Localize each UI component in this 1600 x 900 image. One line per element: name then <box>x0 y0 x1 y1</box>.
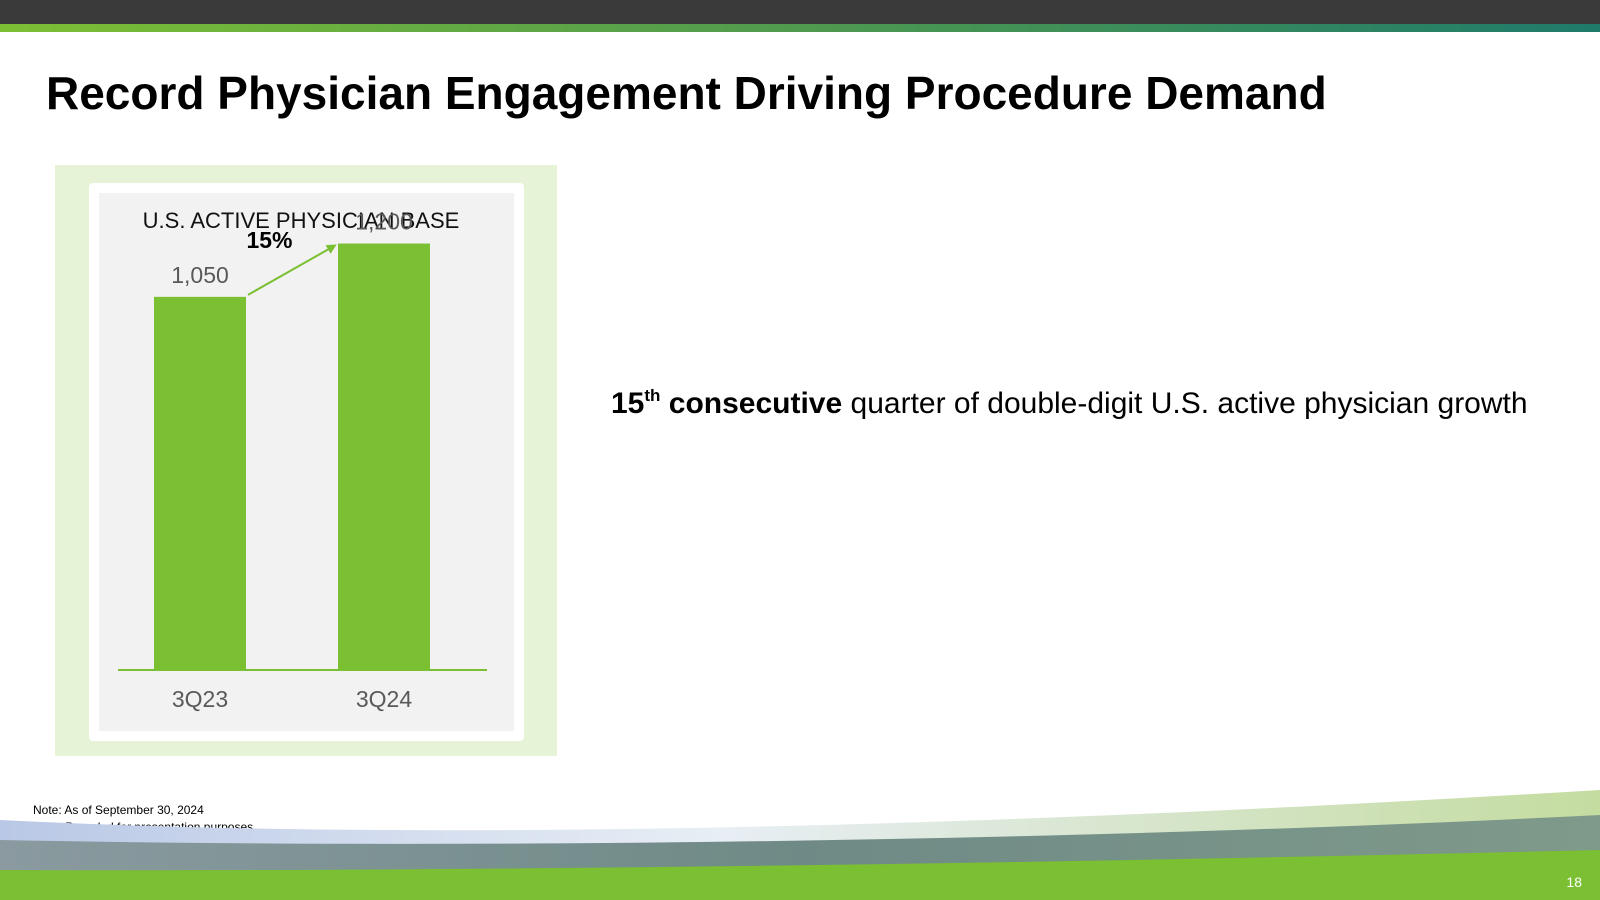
footer-wave-decoration <box>0 790 1600 900</box>
growth-percentage-label: 15% <box>246 227 292 253</box>
chart-card: U.S. ACTIVE PHYSICIAN BASE 1,050 3Q23 1,20… <box>89 183 524 741</box>
top-bar <box>0 0 1600 24</box>
growth-arrow <box>247 244 337 296</box>
highlight-callout: 15th consecutive quarter of double-digit… <box>611 386 1528 421</box>
bar-3q24 <box>338 243 430 670</box>
top-accent-stripe <box>0 24 1600 32</box>
callout-ordinal-suffix: th <box>644 386 661 405</box>
bar-value-label: 1,200 <box>355 209 413 235</box>
bar-chart: U.S. ACTIVE PHYSICIAN BASE 1,050 3Q23 1,20… <box>118 208 487 712</box>
callout-ordinal: 15th consecutive <box>611 386 843 420</box>
callout-text: quarter of double-digit U.S. active phys… <box>850 387 1528 420</box>
x-axis-tick-label: 3Q23 <box>172 686 228 712</box>
chart-plot-area: U.S. ACTIVE PHYSICIAN BASE 1,050 3Q23 1,20… <box>99 193 514 731</box>
callout-bold-text: consecutive <box>668 387 843 420</box>
callout-number: 15 <box>611 387 645 420</box>
bar-value-label: 1,050 <box>171 262 229 288</box>
slide-title: Record Physician Engagement Driving Proc… <box>46 67 1327 119</box>
page-number: 18 <box>1566 874 1582 890</box>
x-axis-tick-label: 3Q24 <box>356 686 412 712</box>
footnote-date: Note: As of September 30, 2024 <box>33 803 204 817</box>
bar-3q23 <box>154 296 246 670</box>
chart-title: U.S. ACTIVE PHYSICIAN BASE <box>143 208 460 233</box>
chart-panel: U.S. ACTIVE PHYSICIAN BASE 1,050 3Q23 1,20… <box>55 165 557 756</box>
